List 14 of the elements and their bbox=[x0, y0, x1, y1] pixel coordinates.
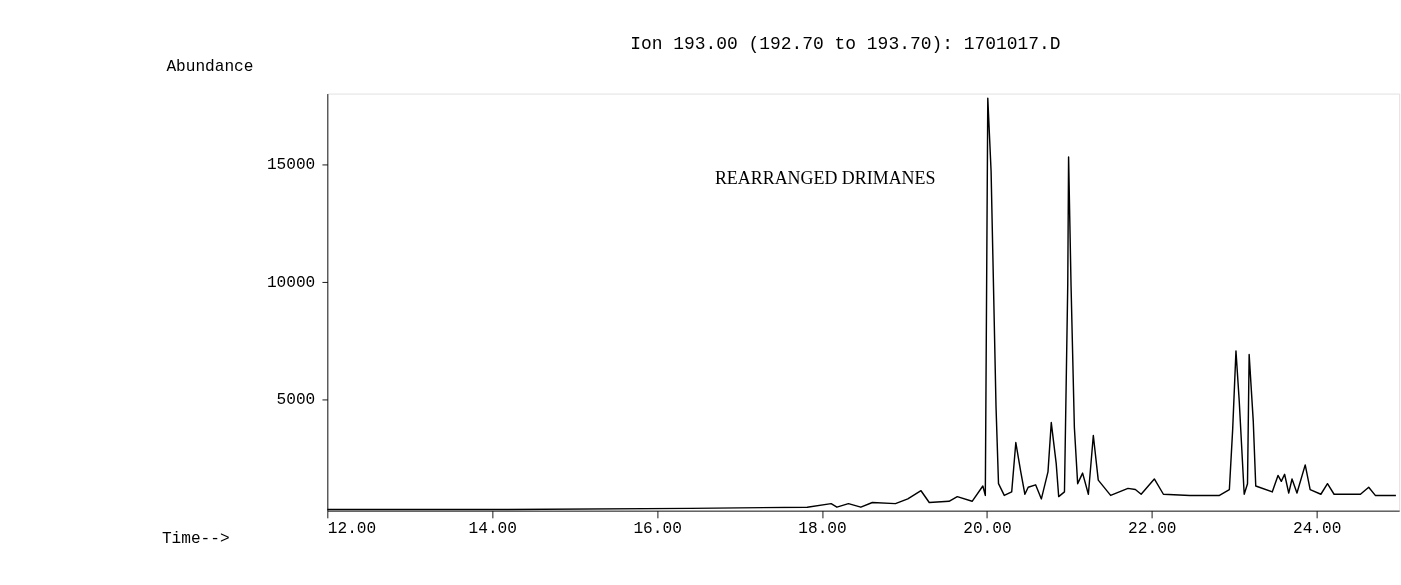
y-axis-title: Abundance bbox=[166, 57, 254, 76]
x-tick-label: 14.00 bbox=[468, 519, 517, 538]
y-tick-label: 10000 bbox=[266, 273, 316, 292]
x-tick-label: 12.00 bbox=[327, 519, 377, 538]
x-tick-label: 18.00 bbox=[798, 519, 847, 538]
x-axis-title: Time--> bbox=[161, 530, 230, 549]
chart-title: Ion 193.00 (192.70 to 193.70): 1701017.D bbox=[630, 33, 1061, 54]
y-tick-label: 15000 bbox=[266, 156, 316, 175]
annotation: REARRANGED DRIMANES bbox=[714, 168, 936, 189]
x-tick-label: 24.00 bbox=[1293, 519, 1342, 538]
y-tick-label: 5000 bbox=[276, 391, 316, 410]
x-tick-label: 16.00 bbox=[633, 519, 682, 538]
x-tick-label: 20.00 bbox=[963, 519, 1012, 538]
x-tick-label: 22.00 bbox=[1128, 519, 1177, 538]
